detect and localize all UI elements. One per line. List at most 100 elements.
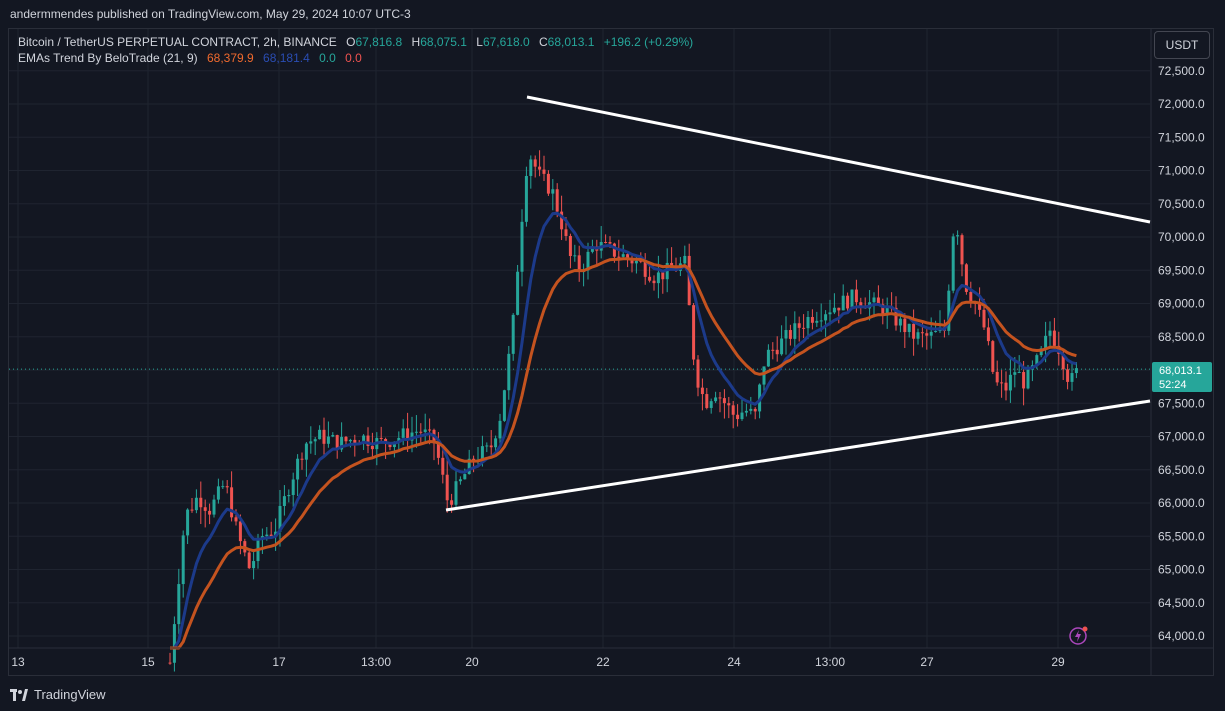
- candle-body: [489, 445, 493, 448]
- price-tick-label: 69,000.0: [1158, 297, 1205, 311]
- candle-body: [784, 330, 788, 339]
- candle-body: [318, 429, 322, 440]
- candle-body: [423, 429, 427, 433]
- candle-body: [749, 408, 753, 411]
- price-tick-label: 71,500.0: [1158, 130, 1205, 144]
- candle-body: [529, 159, 533, 176]
- candle-body: [212, 499, 216, 515]
- candle-body: [177, 584, 181, 625]
- candle-body: [885, 307, 889, 316]
- candle-body: [524, 175, 528, 222]
- candle-body: [221, 486, 225, 488]
- candle-body: [502, 390, 506, 421]
- price-axis: 72,500.0 72,000.0 71,500.0 71,000.0 70,500.0…: [1150, 29, 1213, 676]
- time-axis: 13 15 17 13:00 20 22 24 13:00 27 29: [8, 647, 1213, 669]
- candle-body: [326, 436, 330, 444]
- candle-body: [705, 394, 709, 408]
- candle-body: [410, 432, 414, 441]
- time-tick-label: 13: [11, 655, 25, 669]
- candle-body: [740, 412, 744, 420]
- time-tick-label: 13:00: [815, 655, 845, 669]
- candle-body: [881, 304, 885, 316]
- price-tick-label: 72,500.0: [1158, 64, 1205, 78]
- candle-body: [692, 305, 696, 360]
- time-tick-label: 27: [920, 655, 934, 669]
- candle-body: [340, 436, 344, 450]
- candle-body: [709, 401, 713, 408]
- candle-body: [1070, 373, 1074, 382]
- change-value: +196.2 (+0.29%): [603, 35, 694, 49]
- candle-body: [353, 439, 357, 443]
- candle-body: [837, 307, 841, 311]
- candle-body: [806, 317, 810, 329]
- candle-body: [656, 272, 660, 284]
- candle-body: [1008, 374, 1012, 391]
- candle-body: [265, 534, 269, 537]
- price-tick-label: 65,500.0: [1158, 529, 1205, 543]
- candle-body: [216, 486, 220, 500]
- price-tick-label: 66,000.0: [1158, 496, 1205, 510]
- price-tick-label: 67,500.0: [1158, 396, 1205, 410]
- candle-body: [1004, 382, 1008, 391]
- candle-body: [907, 323, 911, 333]
- candle-body: [934, 331, 938, 333]
- currency-unit-button[interactable]: USDT: [1154, 31, 1210, 59]
- candle-body: [564, 229, 568, 236]
- candle-body: [978, 303, 982, 310]
- chart-legend: Bitcoin / TetherUS PERPETUAL CONTRACT, 2…: [18, 34, 693, 66]
- ema-slow-line: [170, 257, 1077, 650]
- candle-body: [577, 255, 581, 273]
- candle-body: [608, 242, 612, 244]
- lightning-icon[interactable]: [1068, 624, 1090, 646]
- candle-body: [846, 295, 850, 309]
- candle-body: [348, 439, 352, 442]
- time-tick-label: 29: [1051, 655, 1065, 669]
- candle-body: [538, 166, 542, 170]
- candle-body: [291, 479, 295, 496]
- candle-body: [802, 327, 806, 329]
- candle-body: [551, 189, 555, 194]
- candle-body: [1066, 369, 1070, 382]
- candle-body: [304, 443, 308, 460]
- candle-body: [560, 211, 564, 230]
- candle-body: [419, 431, 423, 433]
- candle-body: [766, 349, 770, 367]
- candle-body: [736, 414, 740, 420]
- time-tick-label: 22: [596, 655, 610, 669]
- candle-body: [854, 289, 858, 303]
- candle-body: [590, 246, 594, 252]
- candle-body: [397, 437, 401, 442]
- open-label: O: [346, 35, 356, 49]
- candle-body: [322, 429, 326, 444]
- candle-body: [344, 436, 348, 442]
- candle-body: [810, 317, 814, 323]
- ema-lines: [170, 211, 1077, 650]
- ema-fast-value: 68,181.4: [263, 51, 310, 65]
- trend-down-value: 0.0: [345, 51, 362, 65]
- candle-body: [238, 521, 242, 542]
- candle-body: [199, 497, 203, 508]
- bar-countdown: 52:24: [1159, 379, 1187, 391]
- candle-body: [480, 446, 484, 460]
- indicator-title[interactable]: EMAs Trend By BeloTrade (21, 9): [18, 51, 198, 65]
- candle-body: [819, 320, 823, 322]
- candle-body: [925, 333, 929, 336]
- candle-body: [903, 318, 907, 333]
- symbol-title[interactable]: Bitcoin / TetherUS PERPETUAL CONTRACT, 2…: [18, 35, 337, 49]
- lower-trendline: [445, 399, 1151, 512]
- candle-body: [969, 291, 973, 303]
- price-tick-label: 70,500.0: [1158, 197, 1205, 211]
- time-tick-label: 15: [141, 655, 155, 669]
- candle-body: [947, 290, 951, 331]
- time-tick-label: 17: [272, 655, 286, 669]
- footer-bar: TradingView: [0, 678, 1225, 711]
- candle-body: [379, 437, 383, 439]
- candle-body: [282, 496, 286, 506]
- candle-body: [225, 486, 229, 488]
- candle-body: [458, 479, 462, 482]
- candle-body: [639, 260, 643, 262]
- candle-body: [872, 297, 876, 303]
- current-price-value: 68,013.1: [1159, 365, 1202, 377]
- candle-body: [951, 236, 955, 291]
